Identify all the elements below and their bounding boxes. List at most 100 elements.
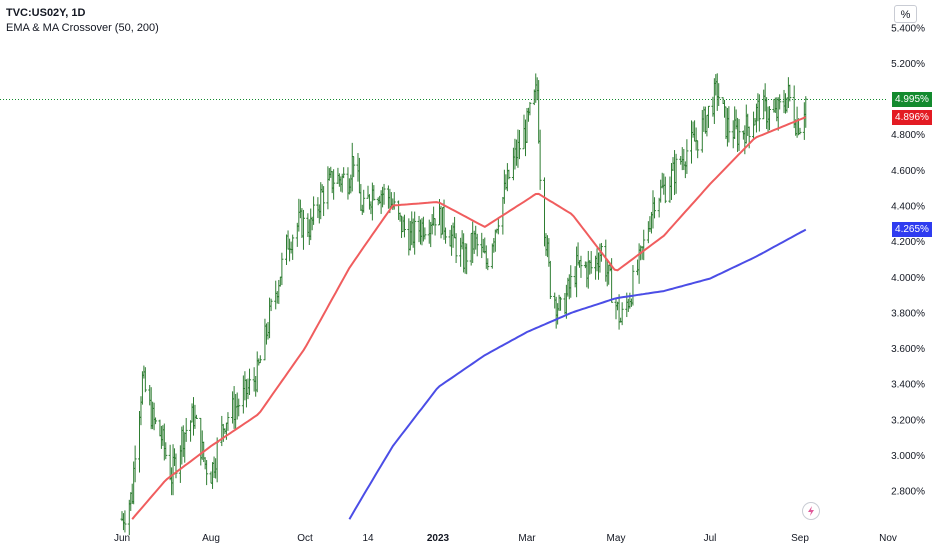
price-bar <box>280 252 284 286</box>
price-bar <box>804 96 808 128</box>
x-tick-label: Jul <box>704 533 717 544</box>
price-bar <box>154 417 158 425</box>
indicator-title: EMA & MA Crossover (50, 200) <box>6 22 159 34</box>
ma-200-line <box>348 228 807 520</box>
price-bar <box>674 153 678 194</box>
price-bar <box>757 94 761 132</box>
price-bar <box>496 217 500 235</box>
price-bar <box>696 140 700 159</box>
y-tick-label: 3.800% <box>891 308 925 319</box>
x-tick-label: Sep <box>791 533 809 544</box>
y-tick-label: 3.400% <box>891 380 925 391</box>
last-price-label: 4.995% <box>892 91 932 107</box>
price-bar <box>642 229 646 261</box>
price-bar <box>559 296 563 311</box>
y-tick-label: 3.000% <box>891 451 925 462</box>
indicator-lines <box>131 116 807 520</box>
price-bar <box>768 106 772 131</box>
price-bar <box>372 185 376 201</box>
y-tick-label: 5.400% <box>891 23 925 34</box>
price-bar <box>653 197 657 219</box>
price-bar <box>620 302 624 326</box>
price-bar <box>322 186 326 217</box>
price-bar <box>579 255 583 278</box>
price-bar <box>727 106 731 143</box>
y-tick-label: 3.200% <box>891 415 925 426</box>
price-bar <box>617 294 621 330</box>
price-bar <box>382 183 386 205</box>
price-bar <box>413 211 417 255</box>
price-bar <box>569 265 573 298</box>
price-bar <box>717 83 721 106</box>
price-bar <box>475 233 479 257</box>
y-tick-label: 4.400% <box>891 202 925 213</box>
y-tick-label: 4.200% <box>891 237 925 248</box>
y-tick-label: 4.000% <box>891 273 925 284</box>
price-bar <box>433 218 437 236</box>
price-bar <box>352 156 356 178</box>
price-bar <box>486 258 490 271</box>
price-bar <box>164 442 168 460</box>
price-bar <box>685 139 689 174</box>
y-tick-label: 3.600% <box>891 344 925 355</box>
price-bar <box>133 445 137 483</box>
x-tick-label: 2023 <box>427 533 450 544</box>
price-bars <box>120 73 808 536</box>
price-bar <box>291 234 295 260</box>
price-bar <box>312 196 316 225</box>
x-tick-label: Oct <box>297 533 313 544</box>
price-bar <box>528 101 532 116</box>
price-bar <box>143 367 147 393</box>
x-tick-label: Jun <box>114 533 130 544</box>
ema-value-label: 4.896% <box>892 109 932 125</box>
price-bar <box>778 94 782 110</box>
price-bar <box>663 176 667 204</box>
price-bar <box>423 227 427 240</box>
price-bar <box>332 169 336 200</box>
price-bar <box>362 189 366 213</box>
y-tick-label: 4.800% <box>891 130 925 141</box>
price-bar <box>205 460 209 486</box>
price-bar <box>184 417 188 442</box>
price-bar <box>798 127 802 135</box>
price-bar <box>589 251 593 274</box>
price-bar <box>189 420 193 442</box>
x-tick-label: Mar <box>518 533 536 544</box>
ma-value-label: 4.265% <box>892 222 932 238</box>
price-bar <box>538 129 542 190</box>
symbol-title: TVC:US02Y, 1D <box>6 7 86 19</box>
price-bar <box>507 169 511 180</box>
x-tick-label: Aug <box>202 533 220 544</box>
x-tick-label: May <box>607 533 626 544</box>
price-bar <box>517 129 521 160</box>
ema-50-line <box>131 116 807 520</box>
price-axis[interactable]: 5.400% 5.200% 4.800% 4.600% 4.400% 4.200% 4.00… <box>891 23 925 497</box>
price-bar <box>444 227 448 244</box>
price-bar <box>123 510 127 533</box>
price-bar <box>248 368 252 395</box>
price-bar <box>454 233 458 264</box>
price-bar <box>237 398 241 417</box>
price-bar <box>194 414 198 419</box>
price-bar <box>402 214 406 238</box>
price-bar <box>226 412 230 431</box>
price-bar <box>737 119 741 151</box>
y-tick-label: 4.600% <box>891 166 925 177</box>
price-bar <box>548 260 552 299</box>
scale-unit-button[interactable]: % <box>894 5 917 23</box>
x-tick-label: Nov <box>879 533 897 544</box>
price-bar <box>465 243 469 275</box>
price-bar <box>269 298 273 312</box>
price-bar <box>788 84 792 102</box>
lightning-icon[interactable] <box>802 502 820 520</box>
price-bar <box>342 167 346 179</box>
y-tick-label: 2.800% <box>891 487 925 498</box>
x-tick-label: 14 <box>362 533 374 544</box>
price-bar <box>258 355 262 364</box>
price-bar <box>631 265 635 306</box>
price-bar <box>301 209 305 250</box>
y-tick-label: 5.200% <box>891 59 925 70</box>
time-axis[interactable]: Jun Aug Oct 14 2023 Mar May Jul Sep Nov <box>114 533 897 544</box>
price-bar <box>706 105 710 128</box>
